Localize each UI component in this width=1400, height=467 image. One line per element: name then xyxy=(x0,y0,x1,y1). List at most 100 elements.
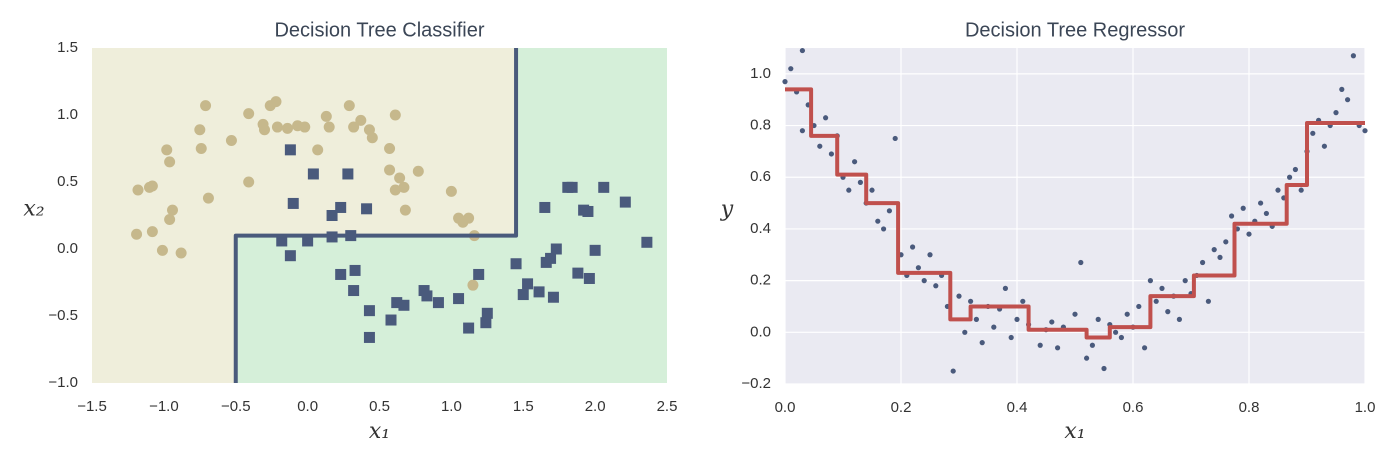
point xyxy=(968,298,974,304)
point xyxy=(195,143,207,154)
point xyxy=(385,314,397,326)
point xyxy=(342,168,354,180)
y-tick-label: 0.6 xyxy=(750,168,771,185)
x-tick-label: −1.0 xyxy=(149,398,179,415)
x-tick-label: 1.5 xyxy=(513,398,534,415)
point xyxy=(355,114,367,126)
point xyxy=(979,340,985,346)
point xyxy=(619,196,631,208)
point xyxy=(1008,334,1014,341)
point xyxy=(323,121,335,133)
x-tick-label: 2.5 xyxy=(657,398,678,415)
y-tick-label: 1.0 xyxy=(750,65,771,82)
point xyxy=(335,201,347,213)
point xyxy=(852,159,858,165)
point xyxy=(933,283,939,289)
point xyxy=(421,290,433,302)
point xyxy=(243,108,255,120)
point xyxy=(1113,329,1119,335)
point xyxy=(361,203,373,215)
y-axis-label: x₂ xyxy=(23,197,44,222)
point xyxy=(161,144,173,156)
point xyxy=(1229,213,1235,219)
point xyxy=(962,329,968,335)
x-tick-label: −0.5 xyxy=(221,398,251,415)
point xyxy=(582,205,594,217)
point xyxy=(1147,278,1153,284)
x-tick-label: 0.2 xyxy=(891,399,912,416)
point xyxy=(243,176,255,188)
point xyxy=(1084,355,1090,361)
point xyxy=(271,121,283,133)
point xyxy=(1263,210,1269,217)
point xyxy=(363,305,375,317)
point xyxy=(131,228,143,240)
x-tick-label: −1.5 xyxy=(77,398,107,415)
point xyxy=(282,122,293,134)
point xyxy=(284,144,296,156)
point xyxy=(1200,259,1206,266)
y-axis-label: y xyxy=(720,197,734,222)
point xyxy=(164,214,176,226)
point xyxy=(1217,254,1223,260)
point xyxy=(881,226,887,232)
point xyxy=(1176,316,1182,322)
point xyxy=(384,164,396,176)
point xyxy=(886,208,893,214)
point xyxy=(782,79,788,85)
point xyxy=(641,236,653,248)
point xyxy=(1321,143,1327,149)
point xyxy=(1118,334,1124,341)
point xyxy=(412,165,424,177)
point xyxy=(481,307,493,319)
point xyxy=(1089,342,1095,348)
point xyxy=(1287,174,1293,180)
y-tick-label: 1.0 xyxy=(57,106,78,123)
point xyxy=(510,258,522,270)
y-tick-label: 0.0 xyxy=(57,240,78,257)
point xyxy=(869,187,875,193)
point xyxy=(480,317,492,329)
x-axis-label: x₁ xyxy=(1064,419,1085,444)
point xyxy=(445,185,457,197)
point xyxy=(817,143,823,149)
point xyxy=(389,184,401,196)
point xyxy=(1333,110,1339,116)
point xyxy=(1014,316,1020,322)
point xyxy=(175,247,187,259)
point xyxy=(583,272,595,284)
x-tick-label: 0.0 xyxy=(297,398,318,415)
point xyxy=(384,143,396,154)
point xyxy=(598,181,610,193)
point xyxy=(453,293,465,305)
point xyxy=(167,204,178,216)
point xyxy=(1362,128,1368,134)
point xyxy=(1339,86,1345,92)
point xyxy=(589,244,601,256)
point xyxy=(1205,298,1211,304)
point xyxy=(1246,231,1252,237)
point xyxy=(398,181,410,193)
point xyxy=(1049,319,1055,325)
point xyxy=(547,291,559,303)
point xyxy=(1078,259,1084,266)
chart-title: Decision Tree Regressor xyxy=(965,19,1185,41)
point xyxy=(348,285,360,297)
point xyxy=(1292,166,1298,173)
y-tick-label: 0.0 xyxy=(750,323,771,340)
y-tick-label: 0.2 xyxy=(750,272,771,289)
point xyxy=(225,134,237,146)
y-tick-label: 1.5 xyxy=(57,39,78,56)
point xyxy=(566,181,578,193)
point xyxy=(156,244,168,256)
point xyxy=(164,156,176,168)
point xyxy=(1223,239,1229,245)
point xyxy=(1055,345,1061,351)
point xyxy=(1298,187,1304,193)
point xyxy=(399,204,411,216)
point xyxy=(1258,200,1264,206)
point xyxy=(1345,97,1351,103)
point xyxy=(146,226,158,238)
point xyxy=(312,144,324,156)
